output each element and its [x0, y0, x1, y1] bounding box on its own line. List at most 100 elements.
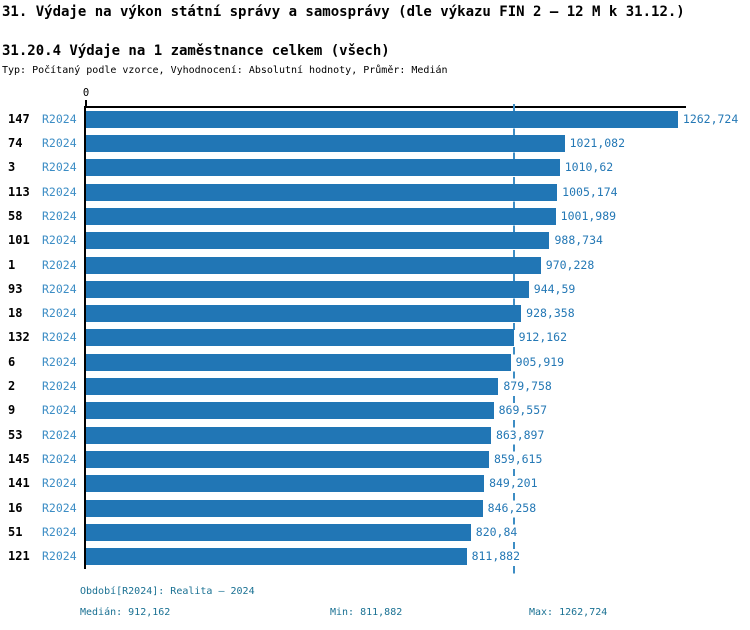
bar: [86, 499, 483, 517]
bar-row: 145 R2024 859,615: [8, 447, 750, 471]
bar-row: 2 R2024 879,758: [8, 375, 750, 399]
row-period-label: R2024: [42, 549, 77, 564]
footer-max-label: Max: 1262,724: [529, 607, 608, 618]
row-number-label: 58: [8, 208, 23, 223]
row-period-label: R2024: [42, 184, 77, 199]
bar-row: 9 R2024 869,557: [8, 399, 750, 423]
bar-row: 113 R2024 1005,174: [8, 180, 750, 204]
x-axis-zero-tick-label: 0: [82, 87, 90, 99]
row-number-label: 3: [8, 160, 16, 175]
row-number-label: 2: [8, 379, 16, 394]
bar-row: 93 R2024 944,59: [8, 277, 750, 301]
bar-value-label: 988,734: [554, 233, 603, 248]
bar-value-label: 928,358: [526, 306, 575, 321]
row-period-label: R2024: [42, 257, 77, 272]
row-period-label: R2024: [42, 233, 77, 248]
bar-value-label: 849,201: [489, 476, 538, 491]
bar: [86, 451, 489, 469]
row-number-label: 1: [8, 257, 16, 272]
bar-row: 147 R2024 1262,724: [8, 107, 750, 131]
row-period-label: R2024: [42, 354, 77, 369]
row-period-label: R2024: [42, 306, 77, 321]
bar: [86, 134, 565, 152]
bar-value-label: 859,615: [493, 452, 543, 467]
x-axis-top-spine: [84, 105, 686, 108]
bar-value-label: 863,897: [495, 427, 545, 442]
bar-row: 3 R2024 1010,62: [8, 156, 750, 180]
row-period-label: R2024: [42, 330, 77, 345]
row-number-label: 145: [8, 452, 30, 467]
bar-value-label: 944,59: [533, 281, 576, 296]
row-period-label: R2024: [42, 500, 77, 515]
bar: [86, 329, 514, 347]
bar: [86, 426, 491, 444]
bar-row: 132 R2024 912,162: [8, 326, 750, 350]
row-period-label: R2024: [42, 525, 77, 540]
bar-value-label: 811,882: [471, 549, 521, 564]
row-period-label: R2024: [42, 452, 77, 467]
row-period-label: R2024: [42, 160, 77, 175]
bar-row: 16 R2024 846,258: [8, 496, 750, 520]
median-reference-line: [512, 103, 515, 574]
row-number-label: 101: [8, 233, 30, 248]
bar-row: 141 R2024 849,201: [8, 472, 750, 496]
bar-value-label: 1262,724: [682, 111, 739, 126]
row-number-label: 141: [8, 476, 30, 491]
bar-row: 101 R2024 988,734: [8, 229, 750, 253]
bar-value-label: 1021,082: [569, 135, 626, 150]
bar-row: 6 R2024 905,919: [8, 350, 750, 374]
y-axis-left-spine: [84, 105, 86, 569]
bar: [86, 548, 467, 566]
bar-value-label: 1010,62: [564, 160, 614, 175]
row-number-label: 132: [8, 330, 30, 345]
footer-median-label: Medián: 912,162: [80, 607, 171, 618]
row-period-label: R2024: [42, 427, 77, 442]
bar: [86, 256, 541, 274]
bar-row: 51 R2024 820,84: [8, 520, 750, 544]
bar: [86, 305, 522, 323]
bar-value-label: 912,162: [518, 330, 568, 345]
bar: [86, 475, 485, 493]
row-number-label: 18: [8, 306, 23, 321]
bar: [86, 402, 494, 420]
row-number-label: 16: [8, 500, 23, 515]
bar: [86, 280, 529, 298]
row-number-label: 6: [8, 354, 16, 369]
bar-value-label: 970,228: [545, 257, 595, 272]
row-number-label: 74: [8, 135, 23, 150]
bar-value-label: 879,758: [503, 379, 552, 394]
row-period-label: R2024: [42, 379, 77, 394]
bar: [86, 353, 511, 371]
x-axis-zero-tick: [85, 100, 87, 106]
row-period-label: R2024: [42, 135, 77, 150]
bar-value-label: 846,258: [487, 500, 537, 515]
plot-area: 0 147 R2024 1262,724 74 R2024 1021,082 3 R2024 1…: [8, 87, 738, 574]
row-number-label: 121: [8, 549, 30, 564]
bar-row: 53 R2024 863,897: [8, 423, 750, 447]
bar-value-label: 1005,174: [562, 184, 618, 199]
bar: [86, 183, 558, 201]
row-period-label: R2024: [42, 281, 77, 296]
bar-row: 1 R2024 970,228: [8, 253, 750, 277]
row-period-label: R2024: [42, 208, 77, 223]
footer-min-label: Min: 811,882: [330, 607, 403, 618]
footer-period-label: Období[R2024]: Realita – 2024: [80, 586, 255, 597]
bar-value-label: 1001,989: [560, 208, 617, 223]
bar-value-label: 820,84: [475, 525, 518, 540]
bar: [86, 524, 471, 542]
row-number-label: 93: [8, 281, 23, 296]
chart-subtitle: 31.20.4 Výdaje na 1 zaměstnance celkem (…: [2, 43, 390, 59]
row-number-label: 9: [8, 403, 16, 418]
chart-meta-info: Typ: Počítaný podle vzorce, Vyhodnocení:…: [2, 65, 448, 76]
bar: [86, 378, 499, 396]
row-number-label: 147: [8, 111, 30, 126]
bar-row: 121 R2024 811,882: [8, 545, 750, 569]
row-number-label: 51: [8, 525, 23, 540]
bar: [86, 207, 556, 225]
row-period-label: R2024: [42, 111, 77, 126]
bar-row: 74 R2024 1021,082: [8, 131, 750, 155]
row-number-label: 113: [8, 184, 30, 199]
chart-main-title: 31. Výdaje na výkon státní správy a samo…: [2, 4, 685, 20]
bar-row: 18 R2024 928,358: [8, 302, 750, 326]
bar: [86, 159, 560, 177]
